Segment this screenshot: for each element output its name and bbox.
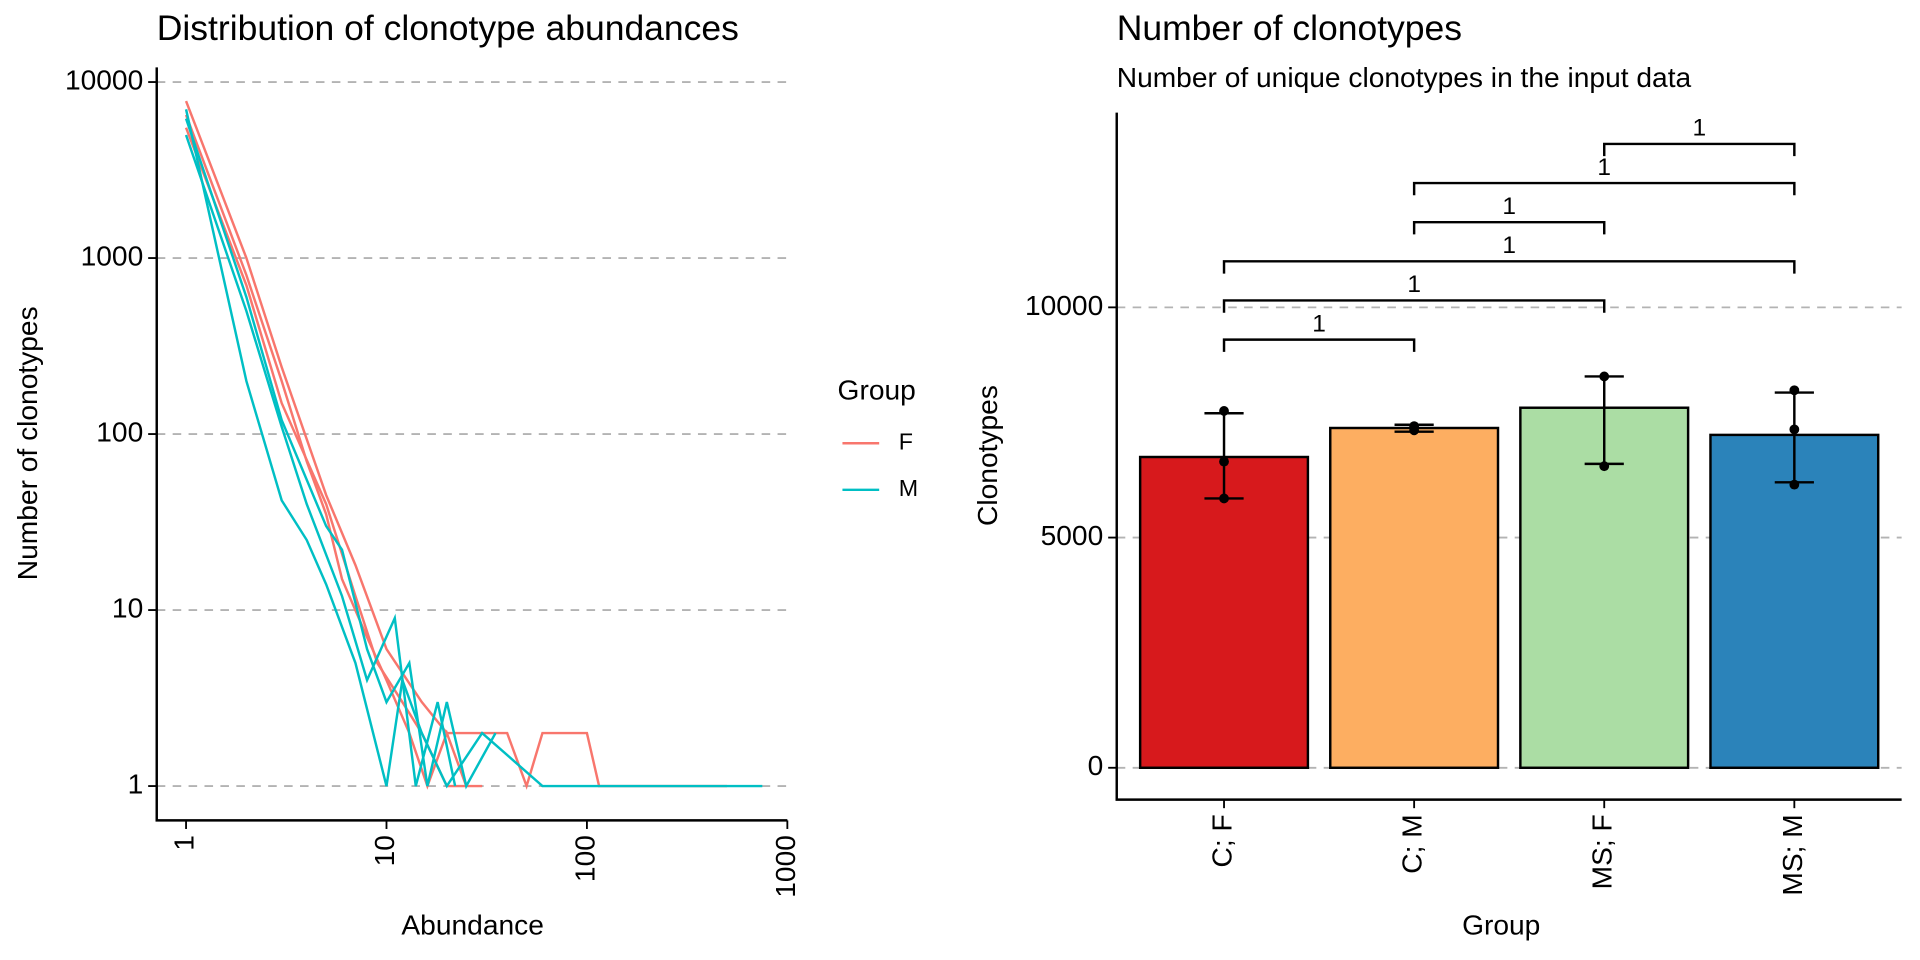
significance-bracket [1603, 142, 1796, 157]
x-tick-label: MS; M [1777, 814, 1808, 895]
significance-bracket [1412, 220, 1606, 235]
significance-label: 1 [1597, 154, 1611, 181]
y-tick-label: 10000 [65, 64, 143, 95]
data-point [1789, 479, 1800, 490]
legend-label: F [899, 428, 913, 454]
bar [1138, 455, 1310, 770]
series-line [184, 127, 483, 788]
y-tick-label: 1000 [81, 240, 144, 271]
y-axis-label: Clonotypes [972, 385, 1003, 526]
x-axis-label: Group [1462, 909, 1540, 940]
axis-line [155, 67, 788, 822]
significance-label: 1 [1692, 115, 1706, 142]
x-tick-label: C; M [1397, 814, 1428, 873]
y-tick-label: 100 [96, 416, 143, 447]
series-line [184, 118, 497, 790]
data-point [1789, 424, 1800, 435]
bar [1329, 426, 1500, 770]
significance-label: 1 [1407, 271, 1421, 298]
significance-bracket [1412, 181, 1796, 196]
significance-label: 1 [1502, 232, 1516, 259]
y-tick-label: 0 [1088, 750, 1104, 781]
chart-subtitle: Number of unique clonotypes in the input… [1117, 62, 1692, 93]
data-point [1219, 406, 1229, 416]
series-line [184, 100, 728, 790]
data-point [1219, 456, 1229, 467]
x-tick-label: 1000 [770, 835, 801, 898]
y-axis-label: Number of clonotypes [12, 306, 43, 580]
x-tick-label: 100 [569, 835, 600, 882]
significance-label: 1 [1502, 193, 1516, 220]
x-axis-label: Abundance [401, 909, 543, 940]
y-tick-label: 10000 [1025, 290, 1103, 321]
x-tick-label: MS; F [1587, 814, 1618, 889]
significance-bracket [1222, 338, 1416, 352]
legend-label: M [899, 475, 918, 501]
series-line [184, 114, 468, 790]
data-point [1599, 371, 1610, 382]
significance-bracket [1222, 260, 1796, 274]
data-point [1789, 385, 1800, 396]
legend-title: Group [838, 374, 916, 405]
y-tick-label: 5000 [1041, 520, 1104, 551]
y-tick-label: 10 [112, 592, 143, 623]
x-tick-label: 10 [369, 835, 400, 866]
series-line [184, 109, 763, 789]
data-point [1219, 493, 1229, 504]
y-tick-label: 1 [128, 768, 144, 799]
x-tick-label: 1 [168, 835, 199, 851]
data-point [1599, 461, 1610, 472]
series-line [184, 134, 457, 787]
significance-label: 1 [1312, 310, 1326, 337]
bar [1709, 433, 1880, 770]
chart-title: Distribution of clonotype abundances [157, 8, 739, 48]
data-point [1409, 425, 1420, 436]
chart-title: Number of clonotypes [1117, 8, 1462, 48]
x-tick-label: C; F [1206, 814, 1237, 867]
axis-line [1115, 112, 1902, 801]
significance-bracket [1222, 299, 1606, 313]
